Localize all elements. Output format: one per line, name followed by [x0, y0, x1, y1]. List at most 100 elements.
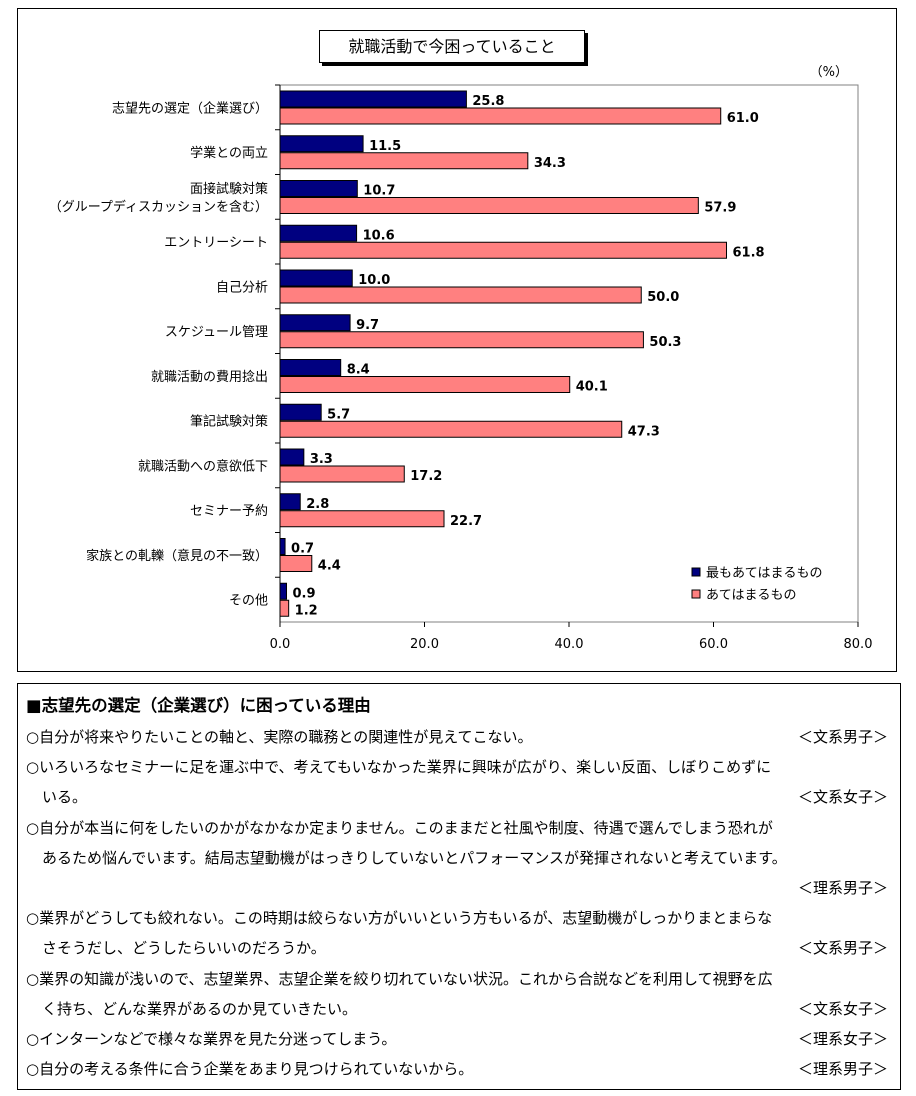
category-label: 筆記試験対策 — [190, 414, 268, 430]
category-label: エントリーシート — [164, 236, 268, 251]
comments-box: ■志望先の選定（企業選び）に困っている理由 ○自分が将来やりたいことの軸と、実際… — [17, 683, 901, 1090]
respondent-tag: ＜理系女子＞ — [797, 1029, 888, 1048]
bar — [279, 180, 358, 197]
data-label: 25.8 — [472, 94, 504, 109]
bar — [279, 224, 358, 242]
comment-text: ○業界の知識が浅いので、志望業界、志望企業を絞り切れていない状況。これから合説な… — [26, 969, 773, 988]
data-label: 61.8 — [733, 245, 765, 260]
comment-text: ○自分が将来やりたいことの軸と、実際の職務との関連性が見えてこない。 — [26, 728, 533, 746]
bar — [279, 197, 699, 214]
x-tick-label: 0.0 — [270, 637, 291, 652]
bar — [279, 286, 642, 304]
legend-swatch — [691, 589, 701, 599]
data-label: 8.4 — [347, 363, 370, 378]
data-label: 57.9 — [704, 201, 736, 216]
data-label: 17.2 — [410, 469, 442, 484]
bar — [279, 152, 529, 170]
data-label: 3.3 — [310, 452, 333, 467]
comment-text: ○自分の考える条件に合う企業をあまり見つけられていないから。 — [26, 1060, 474, 1079]
bar — [279, 314, 351, 332]
comment-line: ○業界がどうしても絞れない。この時期は絞らない方がいいという方もいるが、志望動機… — [26, 903, 892, 933]
category-label: 就職活動への意欲低下 — [138, 458, 268, 474]
category-label: スケジュール管理 — [165, 325, 268, 340]
comment-line: あるため悩んでいます。結局志望動機がはっきりしていないとパフォーマンスが発揮され… — [26, 843, 892, 873]
bar — [279, 90, 467, 108]
data-label: 0.7 — [291, 542, 314, 557]
comment-line: いる。 ＜文系女子＞ — [26, 782, 892, 812]
comment-line: ○いろいろなセミナーに足を運ぶ中で、考えてもいなかった業界に興味が広がり、楽しい… — [26, 752, 892, 782]
respondent-tag: ＜理系男子＞ — [797, 878, 888, 897]
data-label: 61.0 — [727, 111, 759, 126]
bar — [279, 359, 342, 376]
bar — [279, 107, 722, 125]
category-label: 面接試験対策（グループディスカッションを含む） — [49, 181, 268, 215]
data-label: 34.3 — [534, 156, 566, 171]
data-label: 40.1 — [576, 380, 608, 395]
data-label: 1.2 — [295, 603, 318, 618]
comment-text: ○自分が本当に何をしたいのかがなかなか定まりません。このままだと社風や制度、待遇… — [26, 818, 773, 837]
comments-heading: ■志望先の選定（企業選び）に困っている理由 — [26, 696, 371, 715]
bar — [279, 538, 286, 555]
respondent-tag: ＜文系女子＞ — [797, 788, 888, 807]
bar — [279, 493, 301, 511]
comment-line: ○自分が本当に何をしたいのかがなかなか定まりません。このままだと社風や制度、待遇… — [26, 813, 892, 843]
legend-label: あてはまるもの — [706, 588, 796, 603]
data-label: 2.8 — [306, 497, 329, 512]
comment-line: さそうだし、どうしたらいいのだろうか。 ＜文系男子＞ — [26, 933, 892, 963]
category-label: 学業との両立 — [190, 145, 268, 161]
comment-text: く持ち、どんな業界があるのか見ていきたい。 — [42, 999, 358, 1018]
bar — [279, 403, 322, 421]
category-label: 自己分析 — [216, 280, 268, 295]
respondent-tag: ＜文系女子＞ — [797, 999, 888, 1018]
data-label: 10.6 — [363, 228, 395, 243]
data-label: 11.5 — [369, 139, 401, 154]
bar — [279, 465, 405, 483]
x-tick-label: 80.0 — [844, 637, 873, 652]
comment-line: ○自分が将来やりたいことの軸と、実際の職務との関連性が見えてこない。 ＜文系男子＞ — [26, 722, 892, 752]
data-label: 4.4 — [318, 559, 341, 574]
bar — [279, 420, 623, 438]
bar-chart: （%） 0.0 20.0 40.0 60.0 80.0 志望先の選定（企業選び） 25.8 61… — [49, 65, 873, 652]
chart-title: 就職活動で今困っていること — [319, 30, 585, 63]
x-tick-label: 20.0 — [410, 637, 439, 652]
comment-text: ○いろいろなセミナーに足を運ぶ中で、考えてもいなかった業界に興味が広がり、楽しい… — [26, 758, 772, 777]
bar — [279, 599, 290, 617]
bar — [279, 241, 728, 259]
category-label: セミナー予約 — [190, 504, 268, 519]
legend-swatch — [691, 567, 701, 577]
bar — [279, 331, 644, 349]
category-label: その他 — [229, 594, 268, 609]
chart-frame — [17, 8, 897, 672]
data-label: 10.0 — [358, 273, 390, 288]
category-label: 就職活動の費用捻出 — [151, 370, 268, 385]
bar — [279, 555, 313, 572]
respondent-tag: ＜文系男子＞ — [797, 728, 888, 746]
data-label: 22.7 — [450, 514, 482, 529]
x-tick-label: 60.0 — [699, 637, 728, 652]
bar — [279, 135, 364, 153]
bar — [279, 582, 288, 600]
comment-line: ＜理系男子＞ — [26, 873, 892, 903]
bar — [279, 448, 305, 466]
data-label: 5.7 — [327, 407, 350, 422]
comment-line: ○自分の考える条件に合う企業をあまり見つけられていないから。 ＜理系男子＞ — [26, 1054, 892, 1084]
unit-label: （%） — [810, 65, 848, 80]
data-label: 50.0 — [647, 290, 679, 305]
comment-line: ○インターンなどで様々な業界を見た分迷ってしまう。 ＜理系女子＞ — [26, 1024, 892, 1054]
comment-line: ○業界の知識が浅いので、志望業界、志望企業を絞り切れていない状況。これから合説な… — [26, 964, 892, 994]
comment-text: さそうだし、どうしたらいいのだろうか。 — [42, 939, 326, 958]
data-label: 50.3 — [649, 335, 681, 350]
comment-text: ○インターンなどで様々な業界を見た分迷ってしまう。 — [26, 1029, 397, 1048]
comment-line: く持ち、どんな業界があるのか見ていきたい。 ＜文系女子＞ — [26, 994, 892, 1024]
respondent-tag: ＜文系男子＞ — [797, 939, 888, 958]
bar — [279, 510, 445, 528]
category-label: 志望先の選定（企業選び） — [112, 100, 268, 116]
data-label: 10.7 — [363, 184, 395, 199]
category-label: 家族との軋轢（意見の不一致） — [86, 548, 268, 564]
bar — [279, 269, 353, 287]
data-label: 0.9 — [293, 586, 316, 601]
legend-label: 最もあてはまるもの — [706, 566, 822, 581]
respondent-tag: ＜理系男子＞ — [797, 1060, 888, 1079]
bar — [279, 376, 571, 393]
data-label: 47.3 — [628, 424, 660, 439]
